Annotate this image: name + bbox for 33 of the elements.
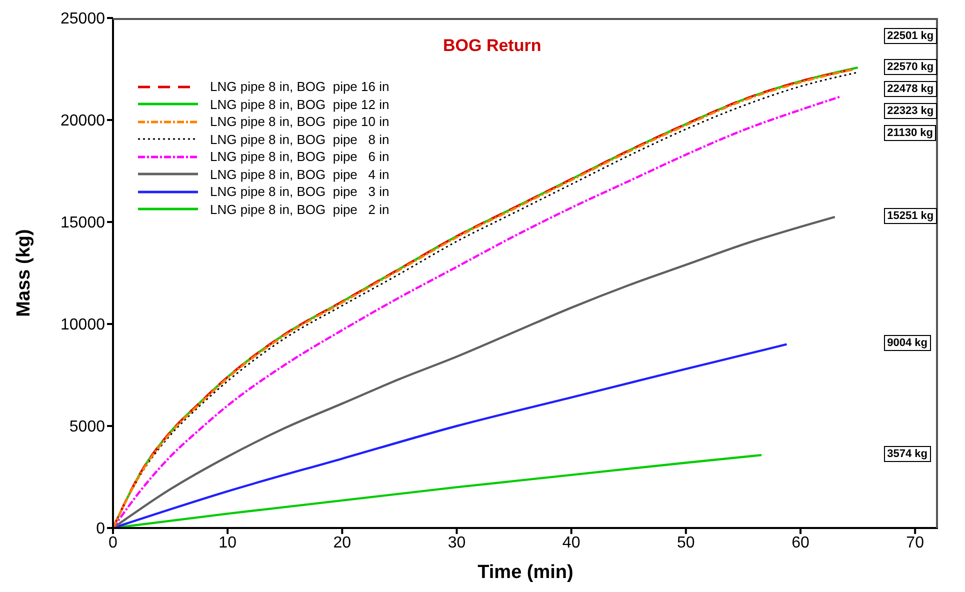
legend-label: LNG pipe 8 in, BOG pipe 12 in: [210, 96, 390, 113]
y-tick-label: 15000: [60, 214, 106, 232]
annotation: 22323 kg: [884, 102, 937, 119]
legend-label: LNG pipe 8 in, BOG pipe 3 in: [210, 183, 390, 200]
annotation: 21130 kg: [884, 124, 936, 141]
legend-label: LNG pipe 8 in, BOG pipe 6 in: [210, 148, 390, 166]
y-tick-label: 20000: [60, 112, 106, 130]
x-tick-label: 40: [562, 534, 580, 552]
y-tick-label: 25000: [60, 10, 106, 28]
x-tick-label: 60: [792, 534, 810, 552]
x-tick-label: 30: [448, 534, 466, 552]
x-tick-label: 50: [677, 534, 695, 552]
y-tick-label: 5000: [69, 418, 106, 436]
annotation: 22478 kg: [884, 80, 937, 97]
x-tick-label: 0: [108, 534, 118, 552]
annotation: 3574 kg: [884, 446, 931, 462]
y-tick-label: 10000: [60, 316, 106, 334]
legend-label: LNG pipe 8 in, BOG pipe 10 in: [210, 113, 390, 130]
legend-label: LNG pipe 8 in, BOG pipe 16 in: [210, 78, 390, 96]
y-axis-title: Mass (kg): [14, 229, 35, 317]
text: BOG Return: [443, 36, 542, 56]
annotation: 15251 kg: [884, 208, 937, 224]
legend-label: LNG pipe 8 in, BOG pipe 8 in: [210, 130, 390, 148]
annotation: 22501 kg: [884, 28, 937, 44]
x-tick-label: 70: [906, 534, 924, 552]
legend-label: LNG pipe 8 in, BOG pipe 4 in: [210, 166, 390, 183]
x-tick-label: 10: [218, 534, 237, 552]
x-axis-title: Time (min): [478, 562, 574, 583]
x-tick-label: 20: [333, 534, 352, 552]
y-tick-label: 0: [96, 520, 106, 538]
annotation: 9004 kg: [884, 335, 931, 352]
annotation: 22570 kg: [884, 58, 937, 75]
legend-label: LNG pipe 8 in, BOG pipe 2 in: [210, 200, 390, 218]
